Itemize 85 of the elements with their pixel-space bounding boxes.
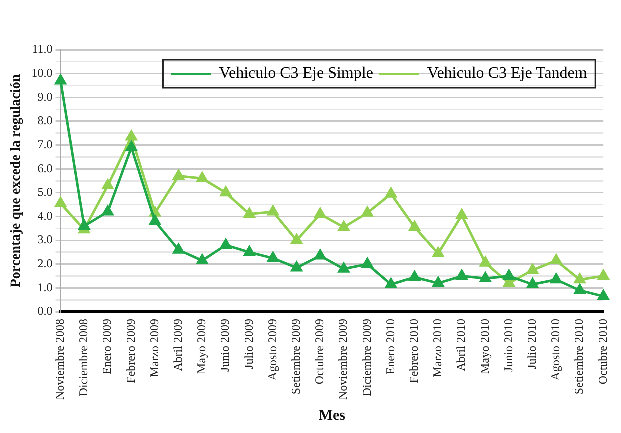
point	[244, 246, 256, 256]
point	[102, 206, 114, 216]
x-tick-label: Mayo 2010	[478, 319, 492, 374]
point	[78, 220, 90, 230]
y-tick-label: 0.0	[38, 304, 53, 318]
x-tick-label: Octubre 2009	[312, 319, 327, 385]
x-tick-label: Mayo 2009	[194, 319, 209, 374]
point	[362, 258, 374, 268]
point	[456, 209, 468, 220]
x-tick-label: Octubre 2010	[596, 319, 610, 385]
y-tick-label: 9.0	[38, 90, 53, 104]
point	[126, 141, 138, 152]
x-tick-label: Diciembre 2008	[76, 319, 91, 397]
x-tick-label: Marzo 2010	[430, 319, 445, 378]
x-tick-label: Julio 2010	[524, 319, 539, 370]
point	[55, 74, 66, 85]
x-tick-label: Setiembre 2009	[288, 319, 303, 395]
legend-label: Vehiculo C3 Eje Tandem	[427, 65, 588, 82]
point	[456, 270, 468, 280]
point	[220, 186, 232, 197]
point	[173, 170, 184, 180]
point	[527, 278, 538, 288]
x-tick-label: Marzo 2009	[147, 319, 162, 378]
point	[409, 221, 420, 232]
point	[574, 284, 586, 294]
x-tick-label: Febrero 2009	[124, 319, 138, 384]
x-tick-label: Agosto 2010	[548, 319, 563, 381]
point	[196, 172, 208, 182]
legend-label: Vehiculo C3 Eje Simple	[219, 65, 374, 82]
x-tick-label: Enero 2009	[100, 319, 114, 375]
x-tick-label: Abril 2010	[454, 319, 468, 372]
x-tick-label: Febrero 2010	[406, 319, 421, 384]
y-tick-label: 4.0	[38, 208, 53, 223]
point	[55, 197, 66, 208]
point	[409, 271, 420, 282]
x-tick-label: Agosto 2009	[265, 319, 280, 381]
x-tick-label: Setiembre 2010	[572, 319, 586, 395]
y-tick-label: 2.0	[38, 256, 53, 271]
point	[362, 206, 374, 217]
point	[314, 250, 326, 260]
y-tick-label: 6.0	[38, 161, 53, 176]
y-tick-label: 8.0	[38, 114, 53, 128]
point	[480, 272, 492, 282]
x-tick-label: Junio 2009	[218, 319, 232, 372]
point	[102, 180, 114, 190]
point	[480, 256, 492, 267]
x-tick-label: Noviembre 2008	[52, 319, 67, 400]
point	[550, 254, 562, 265]
y-tick-label: 11.0	[32, 42, 53, 56]
x-tick-label: Diciembre 2009	[360, 319, 374, 397]
point	[291, 262, 302, 272]
point	[173, 244, 184, 254]
point	[386, 278, 397, 288]
point	[244, 208, 256, 218]
point	[268, 206, 279, 216]
y-tick-label: 10.0	[32, 66, 53, 80]
y-tick-label: 1.0	[38, 280, 53, 294]
point	[574, 274, 586, 284]
point	[126, 130, 138, 141]
point	[314, 208, 326, 218]
point	[220, 239, 232, 250]
x-axis-title: Mes	[318, 408, 346, 424]
point	[550, 274, 562, 284]
point	[291, 234, 302, 244]
point	[338, 262, 350, 273]
point	[432, 277, 444, 288]
x-tick-label: Enero 2010	[383, 319, 398, 375]
point	[338, 221, 350, 232]
y-tick-label: 5.0	[38, 185, 53, 200]
point	[527, 264, 538, 274]
point	[432, 247, 444, 258]
y-axis-title: Porcentaje que excede la regulación	[9, 74, 24, 288]
y-tick-label: 3.0	[38, 232, 53, 247]
point	[386, 188, 397, 198]
x-tick-label: Julio 2009	[242, 319, 256, 370]
point	[504, 270, 515, 280]
point	[598, 270, 610, 280]
x-tick-label: Noviembre 2009	[336, 319, 350, 400]
point	[196, 254, 208, 265]
point	[268, 252, 279, 262]
point	[150, 215, 161, 226]
x-tick-label: Junio 2010	[501, 319, 516, 372]
point	[598, 290, 610, 300]
y-tick-label: 7.0	[38, 137, 53, 152]
x-tick-label: Abril 2009	[170, 319, 185, 372]
